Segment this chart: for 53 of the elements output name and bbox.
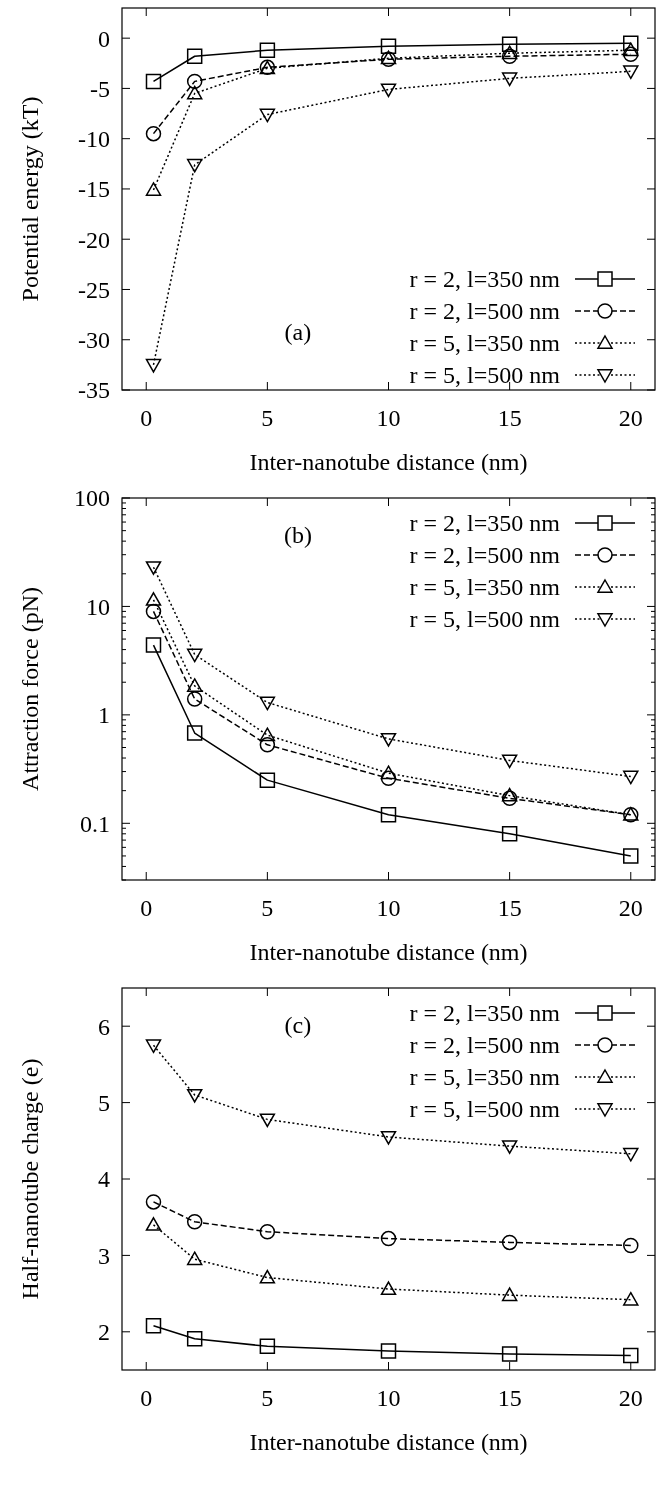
x-tick-label: 10 xyxy=(376,895,401,921)
x-tick-label: 5 xyxy=(261,895,274,921)
annotation: (a) xyxy=(284,319,312,345)
y-tick-label: 0.1 xyxy=(80,810,110,837)
y-tick-label: 2 xyxy=(98,1319,110,1346)
legend-label: r = 2, l=350 nm xyxy=(409,510,561,537)
y-tick-label: -35 xyxy=(78,377,110,404)
legend-label: r = 5, l=350 nm xyxy=(409,574,561,601)
y-tick-label: 100 xyxy=(74,485,110,512)
x-axis-title: Inter-nanotube distance (nm) xyxy=(249,449,528,475)
x-tick-label: 20 xyxy=(618,405,643,431)
legend-label: r = 5, l=500 nm xyxy=(409,362,561,389)
x-tick-label: 5 xyxy=(261,405,274,431)
y-tick-label: -15 xyxy=(78,176,110,203)
y-axis-title: Half-nanotube charge (e) xyxy=(17,1058,43,1300)
y-tick-label: 10 xyxy=(86,593,110,620)
y-tick-label: 5 xyxy=(98,1090,110,1116)
y-tick-label: -25 xyxy=(78,276,110,303)
x-tick-label: 0 xyxy=(140,895,153,921)
annotation: (b) xyxy=(283,522,312,548)
y-tick-label: 4 xyxy=(98,1166,110,1193)
y-tick-label: -5 xyxy=(90,75,110,102)
x-axis-title: Inter-nanotube distance (nm) xyxy=(249,1429,528,1455)
legend-label: r = 2, l=350 nm xyxy=(409,266,561,293)
x-tick-label: 15 xyxy=(497,1385,522,1411)
legend-label: r = 2, l=500 nm xyxy=(409,298,561,325)
x-tick-label: 20 xyxy=(618,1385,643,1411)
x-tick-label: 15 xyxy=(497,895,522,921)
x-tick-label: 5 xyxy=(261,1385,274,1411)
y-tick-label: -20 xyxy=(78,226,110,253)
x-tick-label: 0 xyxy=(140,405,153,431)
legend-label: r = 2, l=500 nm xyxy=(409,1032,561,1059)
y-tick-label: 0 xyxy=(98,25,110,52)
y-tick-label: -10 xyxy=(78,126,110,153)
x-tick-label: 10 xyxy=(376,405,401,431)
annotation: (c) xyxy=(284,1012,312,1038)
legend-label: r = 2, l=500 nm xyxy=(409,542,561,569)
y-axis-title: Attraction force (pN) xyxy=(17,587,43,791)
legend-label: r = 5, l=350 nm xyxy=(409,330,561,357)
y-tick-label: 6 xyxy=(98,1013,110,1040)
x-tick-label: 0 xyxy=(140,1385,153,1411)
legend-label: r = 5, l=350 nm xyxy=(409,1064,561,1091)
legend-label: r = 5, l=500 nm xyxy=(409,606,561,633)
legend-label: r = 5, l=500 nm xyxy=(409,1096,561,1123)
y-tick-label: 3 xyxy=(98,1242,110,1269)
y-tick-label: 1 xyxy=(98,702,110,729)
y-axis-title: Potential energy (kT) xyxy=(17,96,43,302)
legend-label: r = 2, l=350 nm xyxy=(409,1000,561,1027)
x-axis-title: Inter-nanotube distance (nm) xyxy=(249,939,528,965)
x-tick-label: 15 xyxy=(497,405,522,431)
x-tick-label: 20 xyxy=(618,895,643,921)
x-tick-label: 10 xyxy=(376,1385,401,1411)
y-tick-label: -30 xyxy=(78,327,110,354)
